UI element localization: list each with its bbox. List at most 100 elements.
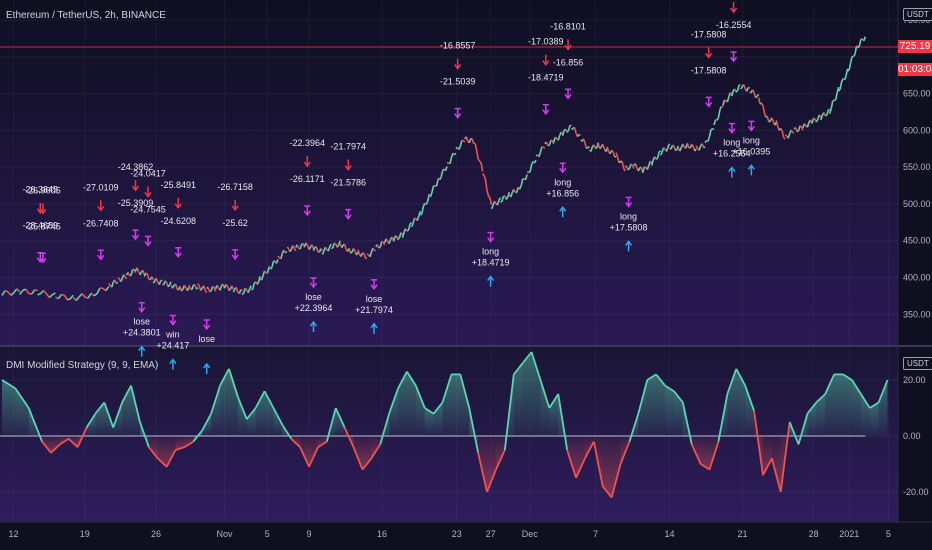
trade-exit-label: -21.5039: [440, 77, 476, 87]
trade-result-label: lose: [198, 334, 215, 344]
trade-entry-label: -16.8101: [550, 21, 586, 31]
price-segment: [673, 145, 677, 151]
indicator-line-segment: [584, 441, 595, 459]
price-segment: [200, 287, 203, 291]
price-segment: [197, 283, 200, 287]
indicator-line-segment: [602, 485, 613, 499]
indicator-line-segment: [592, 441, 604, 487]
indicator-line-segment: [281, 424, 293, 440]
indicator-line-segment: [361, 457, 373, 471]
price-segment: [768, 120, 771, 123]
signal-arrow-head: [487, 275, 495, 282]
price-segment: [775, 120, 779, 127]
indicator-line-segment: [851, 379, 862, 395]
price-segment: [627, 167, 630, 171]
price-segment: [266, 267, 270, 274]
price-segment: [480, 162, 484, 172]
trade-exit-label: -24.6208: [160, 216, 196, 226]
indicator-area-segment: [860, 394, 870, 436]
currency-label-price[interactable]: USDT: [903, 8, 932, 21]
price-segment: [315, 246, 319, 253]
price-segment: [372, 247, 375, 251]
price-segment: [219, 285, 223, 291]
price-segment: [115, 281, 119, 284]
price-segment: [634, 163, 638, 169]
price-segment: [667, 143, 671, 148]
price-segment: [594, 147, 598, 150]
exit-marker-head: [138, 307, 146, 313]
price-segment: [642, 166, 646, 173]
price-segment: [479, 160, 482, 164]
symbol-title[interactable]: Ethereum / TetherUS, 2h, BINANCE: [6, 10, 166, 21]
price-segment: [755, 95, 758, 99]
indicator-area-segment: [495, 436, 505, 470]
price-segment: [213, 287, 217, 292]
price-segment: [803, 123, 807, 127]
price-segment: [19, 290, 24, 295]
trade-exit-label: +16.0395: [732, 146, 770, 156]
price-segment: [787, 133, 791, 139]
indicator-line-segment: [673, 390, 684, 403]
indicator-line-segment: [59, 438, 70, 446]
price-segment: [25, 288, 30, 294]
price-segment: [716, 117, 720, 121]
price-segment: [703, 146, 706, 149]
signal-arrow-head: [203, 362, 211, 369]
exit-marker-head: [624, 201, 633, 208]
signal-arrow-head: [144, 191, 152, 198]
price-segment: [659, 151, 663, 156]
indicator-line-segment: [575, 458, 586, 479]
indicator-series: [0, 351, 889, 499]
trade-exit-label: +16.2554: [713, 149, 751, 159]
price-segment: [388, 238, 392, 244]
indicator-area-segment: [745, 385, 755, 436]
price-tick-label: 500.00: [903, 199, 931, 209]
price-segment: [400, 232, 404, 236]
price-segment: [790, 129, 794, 133]
indicator-title[interactable]: DMI Modified Strategy (9, 9, EMA): [6, 360, 159, 371]
price-segment: [662, 147, 666, 150]
price-segment: [630, 163, 633, 166]
indicator-tick-label: -20.00: [903, 487, 929, 497]
indicator-area-segment: [433, 402, 443, 436]
price-segment: [584, 142, 588, 149]
price-segment: [453, 152, 457, 156]
price-segment: [496, 200, 500, 206]
price-segment: [263, 270, 267, 274]
price-segment: [820, 115, 824, 121]
price-segment: [418, 211, 422, 217]
indicator-area-segment: [309, 436, 318, 467]
price-segment: [606, 146, 610, 153]
price-segment: [174, 283, 178, 290]
price-segment: [412, 218, 416, 225]
signal-arrow-head: [729, 7, 738, 14]
price-segment: [438, 177, 442, 181]
indicator-area-segment: [398, 371, 407, 436]
indicator-area-segment: [424, 408, 434, 436]
price-segment: [554, 136, 558, 140]
indicator-area-segment: [389, 388, 399, 436]
price-segment: [707, 135, 711, 142]
price-segment: [67, 298, 71, 301]
indicator-line-segment: [76, 427, 88, 448]
trade-entry-label: -26.3845: [23, 185, 59, 195]
indicator-line-segment: [103, 402, 115, 428]
indicator-line-segment: [788, 421, 800, 445]
indicator-line-segment: [842, 373, 853, 381]
price-segment: [93, 293, 98, 297]
price-segment: [420, 206, 425, 215]
price-segment: [127, 271, 131, 276]
price-segment: [105, 286, 110, 292]
price-segment: [745, 87, 749, 92]
indicator-area-segment: [673, 391, 683, 436]
trade-entry-label: -21.7974: [330, 142, 366, 152]
price-segment: [429, 191, 433, 197]
price-segment: [615, 152, 619, 158]
currency-label-indicator[interactable]: USDT: [903, 357, 932, 370]
time-tick-label: 23: [452, 529, 462, 539]
indicator-area-segment: [451, 374, 461, 436]
indicator-area-segment: [166, 436, 176, 467]
signal-arrow-head: [231, 205, 239, 212]
price-segment: [110, 281, 115, 288]
price-segment: [717, 109, 721, 118]
